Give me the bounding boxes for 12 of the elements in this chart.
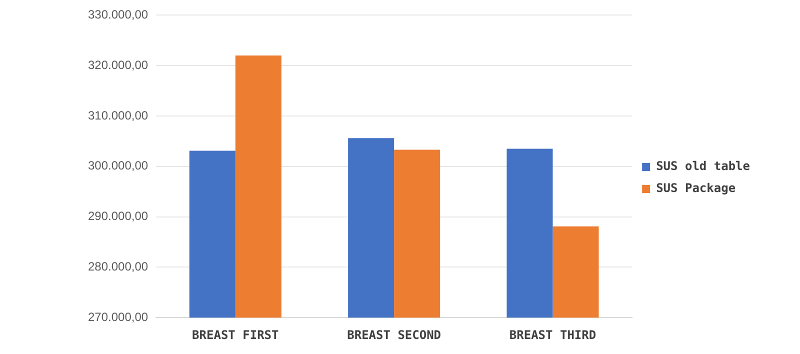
y-tick-label: 270.000,00 [88,310,148,324]
y-tick-label: 310.000,00 [88,108,148,122]
legend-label: SUS old table [656,159,750,174]
y-tick-label: 290.000,00 [88,209,148,224]
y-tick-label: 280.000,00 [88,260,148,274]
legend-label: SUS Package [656,181,736,196]
x-tick-label: BREAST THIRD [509,328,596,342]
y-tick-label: 300.000,00 [88,158,148,173]
y-tick-label: 330.000,00 [88,8,148,22]
y-tick-label: 320.000,00 [88,58,148,72]
x-tick-label: BREAST SECOND [347,328,442,342]
x-tick-label: BREAST FIRST [192,328,279,342]
